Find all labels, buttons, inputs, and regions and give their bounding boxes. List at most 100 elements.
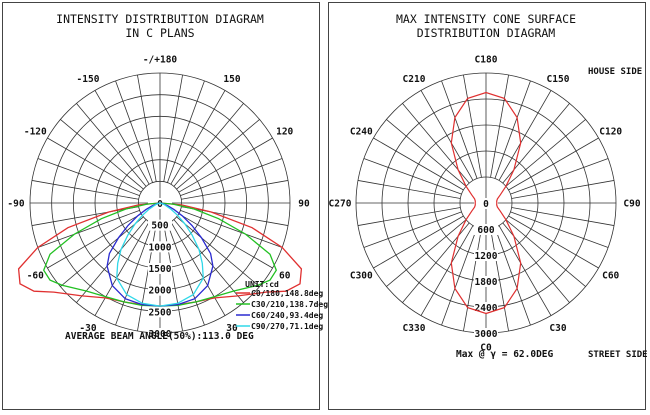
right-angle-label: C90 [623,199,640,210]
left-radial-label: 2500 [149,307,172,318]
right-chart-title: MAX INTENSITY CONE SURFACE [396,12,576,26]
left-radial-label: 500 [151,221,168,232]
left-grid-spoke [181,206,289,226]
left-grid-spoke [60,119,144,190]
right-angle-label: C150 [547,74,570,85]
left-grid-spoke [115,80,153,183]
left-angle-label: -120 [24,127,47,138]
left-legend-entry: C90/270,71.1deg [251,322,323,331]
right-angle-label: C210 [403,74,426,85]
right-grid-spoke [494,80,531,179]
right-grid-spoke [498,225,552,316]
left-grid-spoke [31,180,139,200]
left-grid-spoke [176,216,260,287]
right-radial-label: 0 [483,199,489,210]
right-grid-spoke [363,211,462,248]
right-grid-spoke [511,180,615,199]
left-grid-spoke [47,137,142,193]
left-angle-label: -/+180 [143,55,178,66]
right-radial-label-bg [474,276,498,287]
right-grid-spoke [511,207,615,226]
left-grid-spoke [180,158,283,196]
left-grid-spoke [47,213,142,269]
right-grid-spoke [441,227,478,326]
left-grid-spoke [178,213,273,269]
left-angle-label: -150 [77,74,100,85]
right-radial-label: 600 [477,225,494,236]
right-grid-spoke [373,215,464,269]
left-radial-label-bg [148,241,172,253]
left-radial-label-bg [148,328,172,339]
right-grid-spoke [494,227,531,326]
right-chart-title: DISTRIBUTION DIAGRAM [417,26,556,40]
right-angle-label: C60 [602,271,619,282]
right-grid-spoke [510,158,609,195]
left-grid-spoke [115,223,153,326]
left-grid-spoke [167,80,205,183]
right-radial-label-bg [474,224,498,235]
left-grid-spoke [170,90,226,185]
right-grid-spoke [505,219,586,287]
right-radial-label-bg [474,198,498,209]
right-panel-frame [328,2,646,410]
right-grid-spoke [463,74,482,178]
left-radial-label: 0 [157,199,163,210]
right-street-side-label: STREET SIDE [588,350,648,360]
right-angle-label: C270 [329,199,352,210]
right-radial-label: 1800 [475,277,498,288]
right-grid-spoke [357,207,461,226]
left-grid-spoke [170,221,226,316]
right-grid-spoke [463,228,482,332]
left-panel-frame [2,2,320,410]
right-radial-label: 1200 [475,251,498,262]
left-radial-label: 3000 [149,329,172,340]
left-legend-entry: C0/180,148.8deg [251,289,323,298]
left-grid-spoke [76,219,147,303]
left-chart-title: INTENSITY DISTRIBUTION DIAGRAM [56,12,264,26]
right-grid-spoke [441,80,478,179]
right-radial-label-bg [474,328,498,339]
right-series-curve-0 [450,91,522,315]
right-max-note: Max @ γ = 62.0DEG [456,349,554,360]
right-grid-spoke [373,137,464,191]
left-beam-note: AVERAGE BEAM ANGLE(50%):113.0 DEG [65,331,254,342]
left-angle-label: -90 [7,199,24,210]
left-radial-label-bg [148,263,172,274]
right-angle-label: C30 [549,323,566,334]
right-radial-label: 3000 [475,329,498,340]
right-angle-label: C330 [403,323,426,334]
left-grid-spoke [173,219,244,303]
right-grid-spoke [386,219,467,287]
left-grid-spoke [176,119,260,190]
left-grid-spoke [76,103,147,187]
right-grid-spoke [498,90,552,181]
right-grid-spoke [420,90,474,181]
left-grid-spoke [60,216,144,287]
right-radial-label-bg [474,250,498,261]
left-radial-label-bg [148,284,172,296]
left-grid-spoke [167,223,205,326]
left-radial-label: 2000 [149,286,172,297]
left-grid-spoke [173,103,244,187]
left-legend-entry: C60/240,93.4deg [251,311,323,320]
right-radial-label-bg [474,302,498,313]
left-grid-spoke [163,74,183,182]
left-grid-spoke [94,90,150,185]
right-grid-spoke [386,119,467,187]
right-grid-spoke [490,228,509,332]
left-grid-spoke [31,206,139,226]
right-grid-spoke [508,137,599,191]
left-angle-label: 60 [279,271,291,282]
left-radial-label-bg [148,306,172,318]
right-grid-spoke [505,119,586,187]
left-angle-label: 30 [226,323,238,334]
left-legend-entry: C30/210,138.7deg [251,300,328,309]
left-grid-spoke [180,210,283,248]
right-grid-spoke [420,225,474,316]
left-angle-label: 150 [223,74,240,85]
left-chart-title: IN C PLANS [125,26,194,40]
right-angle-label: C300 [350,271,373,282]
left-angle-label: 90 [298,199,310,210]
right-house-side-label: HOUSE SIDE [588,67,642,77]
